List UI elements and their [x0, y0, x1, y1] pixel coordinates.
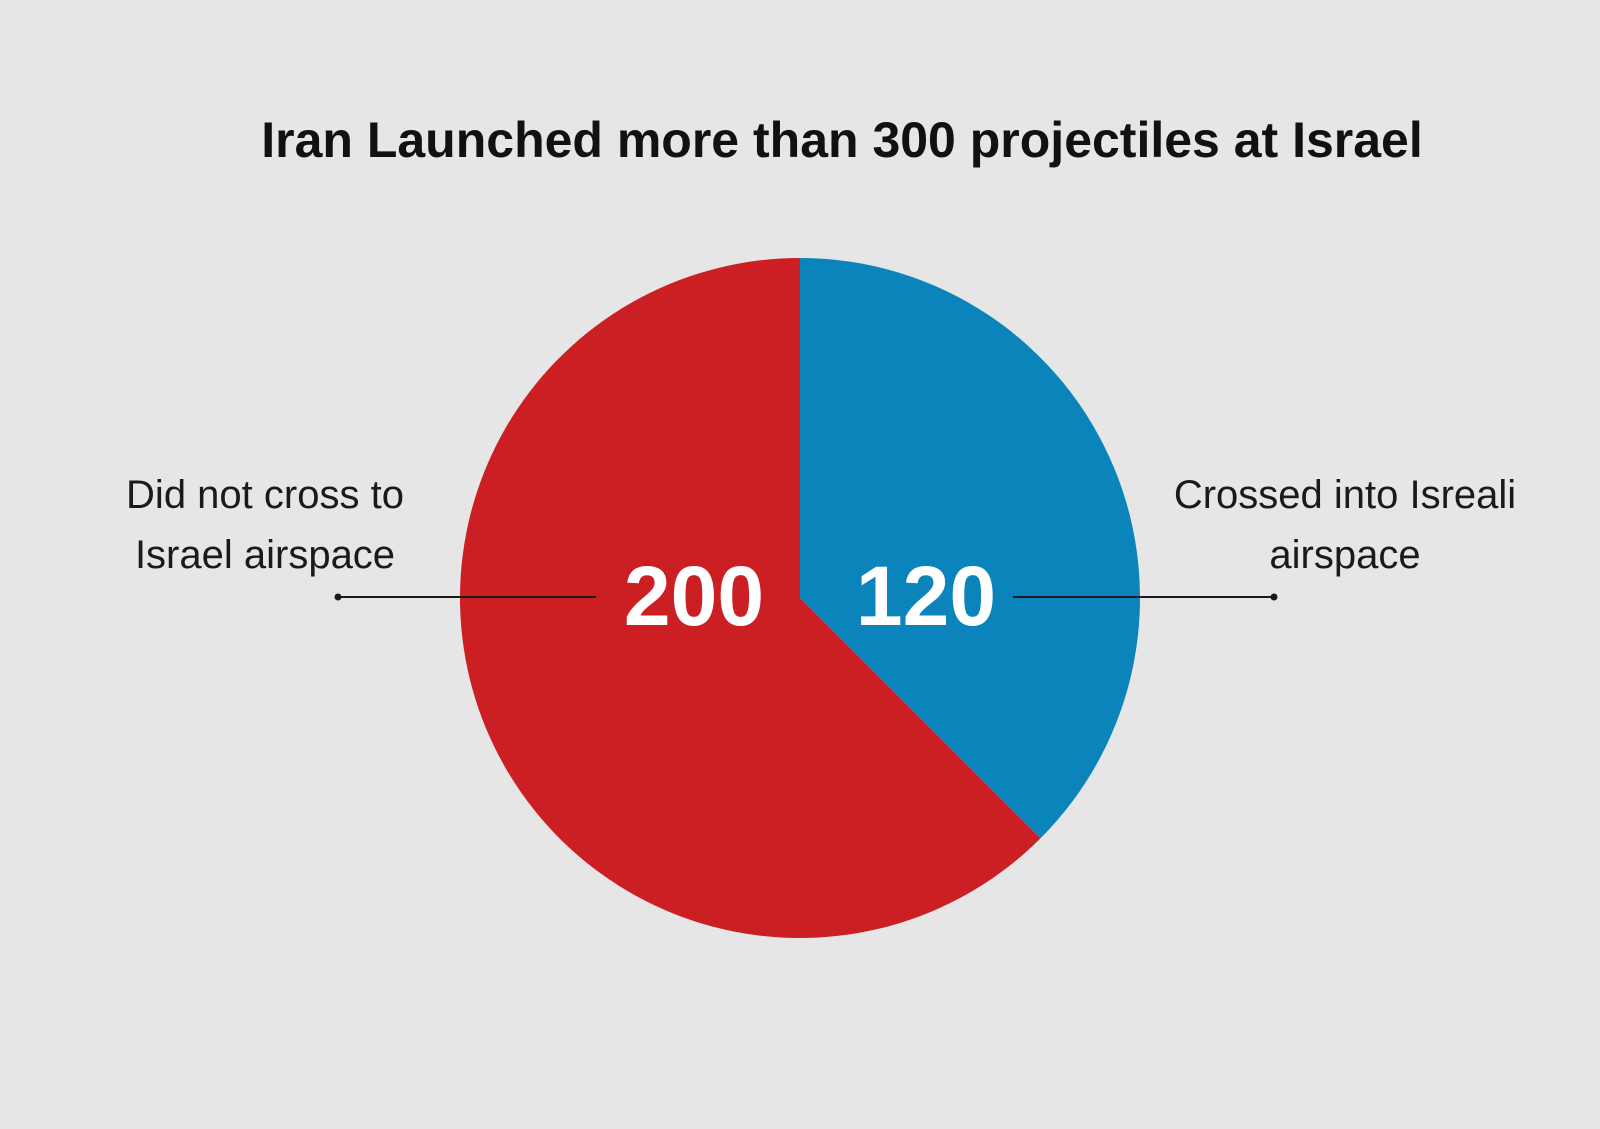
pie-slice-crossed: [800, 258, 1140, 839]
chart-title: Iran Launched more than 300 projectiles …: [261, 112, 1423, 168]
callout-label-not-crossed-line-1: Did not cross to: [126, 473, 404, 517]
pie-slice-not-crossed: [459, 258, 1041, 938]
callout-label-crossed-line-2: airspace: [1269, 533, 1420, 577]
callout-label-not-crossed-line-2: Israel airspace: [135, 533, 395, 577]
callout-label-crossed-line-1: Crossed into Isreali: [1174, 473, 1516, 517]
value-label-crossed: 120: [856, 549, 996, 643]
value-label-not-crossed: 200: [624, 549, 764, 643]
leader-dot-crossed: [1270, 593, 1278, 601]
leader-dot-not-crossed: [334, 593, 342, 601]
